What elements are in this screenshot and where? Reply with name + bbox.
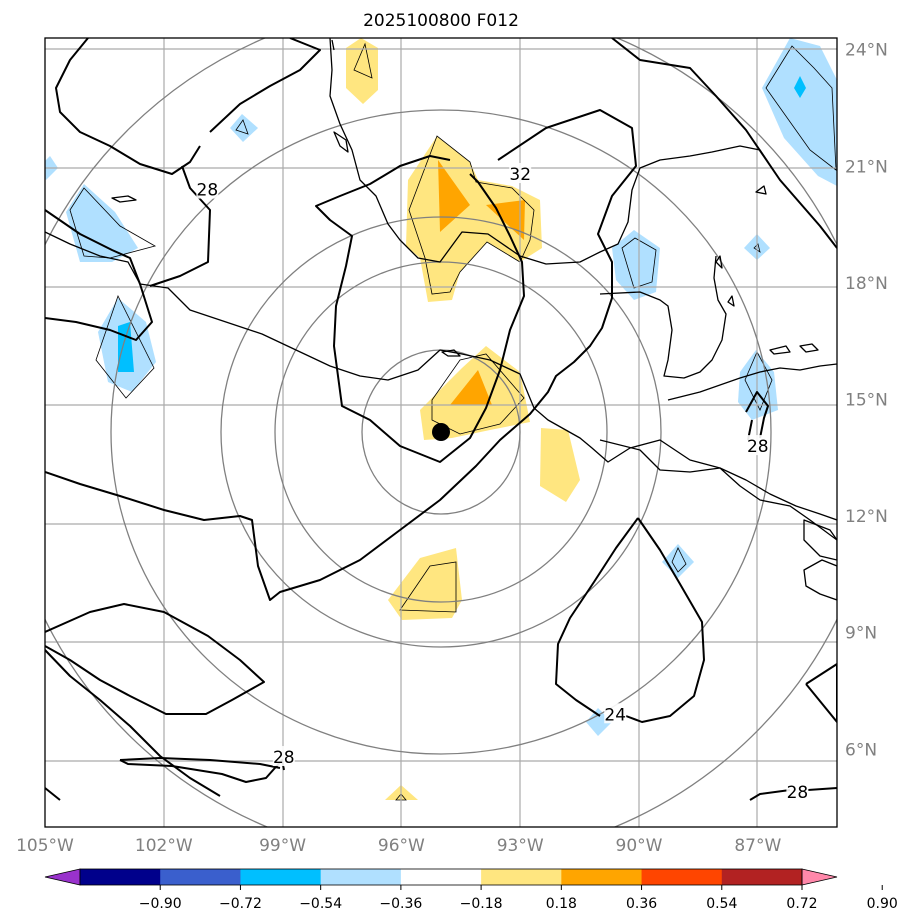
colorbar-tick-label: −0.18 <box>460 896 503 912</box>
shading-outlines <box>69 42 837 801</box>
lon-tick-label: 90°W <box>616 836 663 856</box>
lat-tick-label: 24°N <box>845 41 888 61</box>
colorbar-segment <box>160 869 241 885</box>
range-rings <box>45 38 837 827</box>
colorbar-tick-label: −0.54 <box>299 896 342 912</box>
lat-tick-label: 21°N <box>845 157 888 177</box>
colorbar-tick-label: 0.18 <box>546 896 577 912</box>
contour-label-background <box>746 435 769 456</box>
contour-label: 28 <box>197 181 219 201</box>
colorbar-segment <box>641 869 723 885</box>
lon-tick-label: 102°W <box>135 836 193 856</box>
latitude-labels: 24°N 21°N 18°N 15°N 12°N 9°N 6°N <box>845 41 888 761</box>
colorbar-segment <box>721 869 803 885</box>
colorbar-segment <box>320 869 402 885</box>
lon-tick-label: 96°W <box>378 836 425 856</box>
contour-label: 24 <box>604 705 626 725</box>
colorbar-extend-low <box>44 868 81 886</box>
contour-label: 28 <box>787 783 809 803</box>
contour-label-background <box>196 178 219 199</box>
contour-label: 28 <box>273 748 295 768</box>
contour-label-background <box>509 163 532 184</box>
graticule <box>45 38 837 827</box>
colorbar-tick-label: −0.90 <box>139 896 182 912</box>
colorbar-tick-label: 0.36 <box>626 896 657 912</box>
lat-tick-label: 15°N <box>845 390 888 410</box>
colorbar-tick-label: 0.54 <box>706 896 737 912</box>
contour-label-background <box>272 746 295 767</box>
colorbar-outline <box>79 868 803 886</box>
map-area: 28 32 28 24 28 28 <box>45 38 837 827</box>
colorbar-segment <box>481 869 562 885</box>
lon-tick-label: 87°W <box>734 836 781 856</box>
storm-center-marker <box>432 423 450 441</box>
lat-tick-label: 6°N <box>845 740 877 760</box>
colorbar-tick-label: −0.36 <box>379 896 422 912</box>
colorbar-segment <box>80 869 161 885</box>
colorbar-segment <box>240 869 322 885</box>
longitude-labels: 105°W 102°W 99°W 96°W 93°W 90°W 87°W <box>16 836 781 856</box>
colorbar-tick-label: 0.72 <box>786 896 817 912</box>
colorbar: −0.90 −0.72 −0.54 −0.36 −0.18 0.18 0.36 0.54 0.7… <box>44 868 898 912</box>
contour-label: 28 <box>747 437 769 457</box>
lon-tick-label: 105°W <box>16 836 74 856</box>
contour-label: 32 <box>509 165 531 185</box>
colorbar-segment <box>400 869 482 885</box>
map-frame <box>44 37 838 828</box>
coastlines <box>45 38 837 601</box>
lon-tick-label: 99°W <box>259 836 306 856</box>
contour-label-background <box>786 781 809 802</box>
lat-tick-label: 12°N <box>845 507 888 527</box>
contour-label-background <box>604 703 627 724</box>
colorbar-tick-label: −0.72 <box>219 896 262 912</box>
lon-tick-label: 93°W <box>497 836 544 856</box>
colorbar-segment <box>561 869 643 885</box>
lat-tick-label: 9°N <box>845 624 877 644</box>
colorbar-extend-high <box>801 868 838 886</box>
map-title: 2025100800 F012 <box>363 11 519 31</box>
lat-tick-label: 18°N <box>845 274 888 294</box>
colorbar-tick-label: 0.90 <box>867 896 898 912</box>
contour-label-group: 28 32 28 24 28 28 <box>196 163 809 803</box>
